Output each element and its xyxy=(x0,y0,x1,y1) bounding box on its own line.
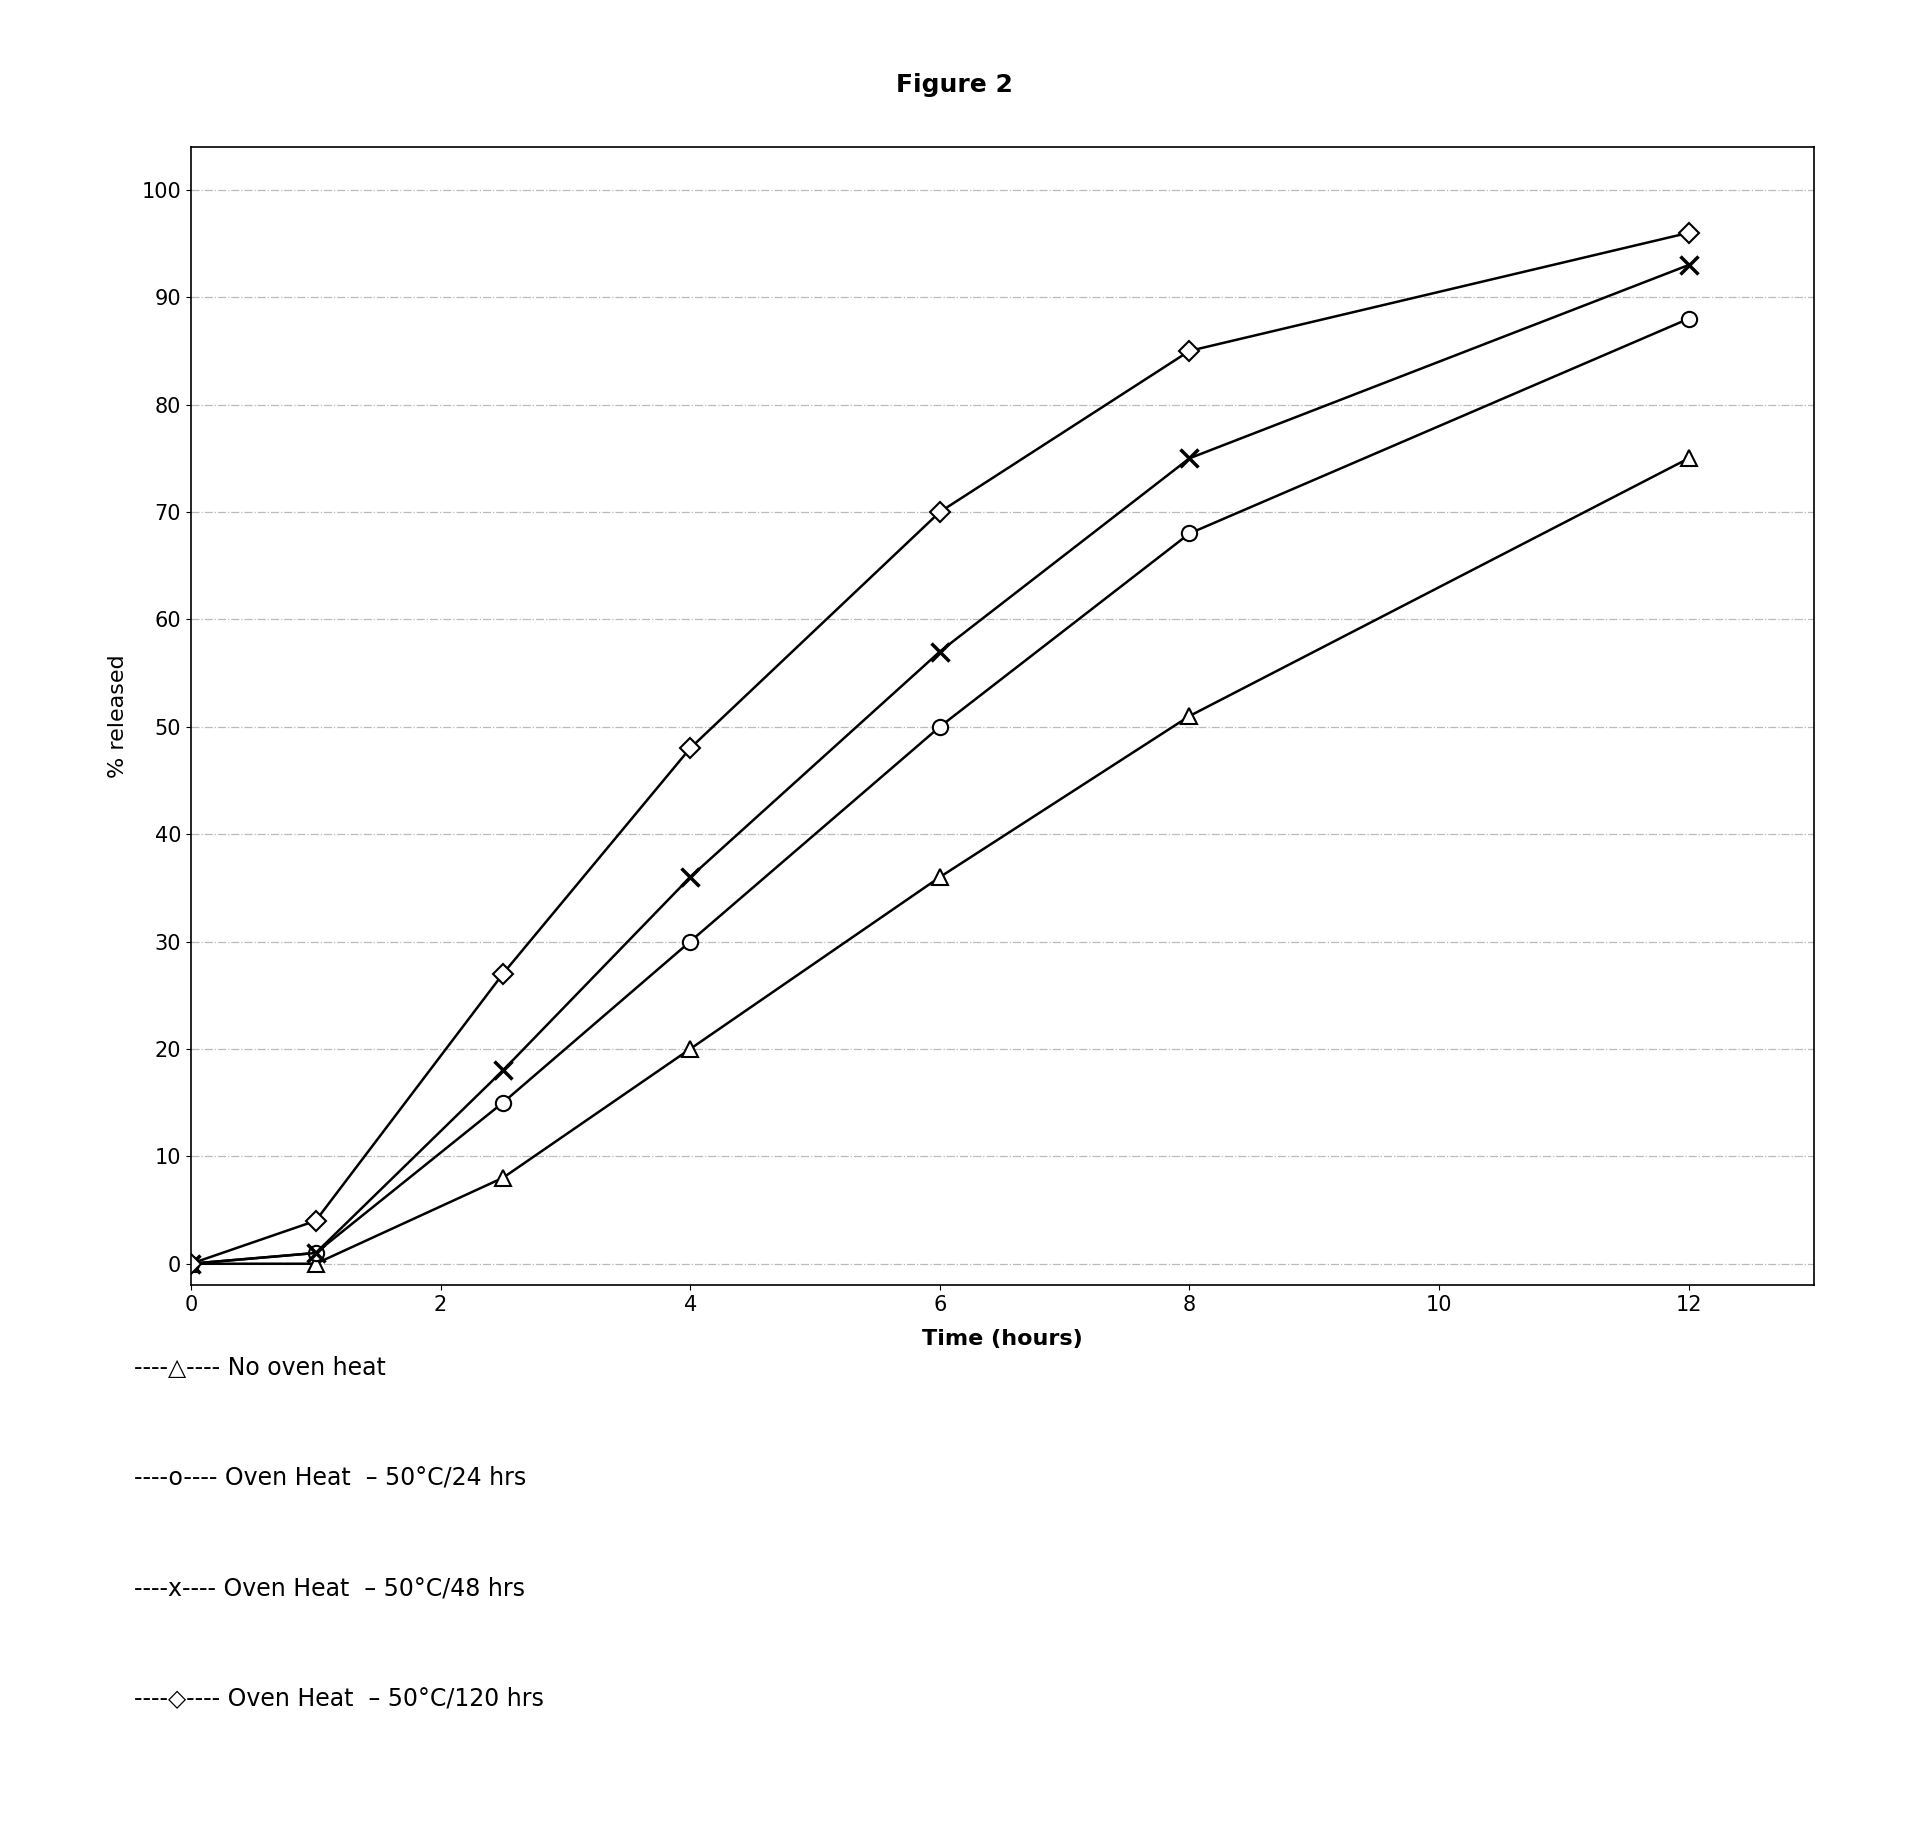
Text: ----△---- No oven heat: ----△---- No oven heat xyxy=(134,1355,386,1381)
Text: ----◇---- Oven Heat  – 50°C/120 hrs: ----◇---- Oven Heat – 50°C/120 hrs xyxy=(134,1685,544,1711)
Text: Figure 2: Figure 2 xyxy=(895,73,1014,97)
Y-axis label: % released: % released xyxy=(107,654,128,778)
X-axis label: Time (hours): Time (hours) xyxy=(922,1329,1082,1349)
Text: ----o---- Oven Heat  – 50°C/24 hrs: ----o---- Oven Heat – 50°C/24 hrs xyxy=(134,1465,525,1491)
Text: ----x---- Oven Heat  – 50°C/48 hrs: ----x---- Oven Heat – 50°C/48 hrs xyxy=(134,1575,525,1601)
